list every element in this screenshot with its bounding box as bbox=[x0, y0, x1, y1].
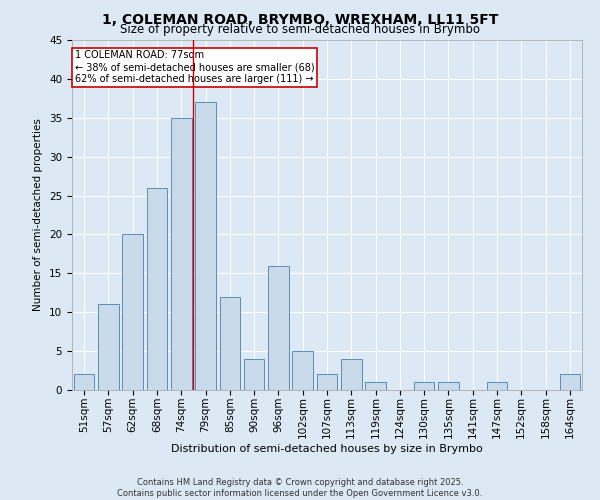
Bar bbox=[292, 351, 313, 390]
Bar bbox=[220, 296, 240, 390]
Bar bbox=[365, 382, 386, 390]
Bar bbox=[487, 382, 508, 390]
Bar bbox=[560, 374, 580, 390]
Bar bbox=[171, 118, 191, 390]
Y-axis label: Number of semi-detached properties: Number of semi-detached properties bbox=[34, 118, 43, 312]
Text: 1, COLEMAN ROAD, BRYMBO, WREXHAM, LL11 5FT: 1, COLEMAN ROAD, BRYMBO, WREXHAM, LL11 5… bbox=[102, 12, 498, 26]
Bar bbox=[74, 374, 94, 390]
Bar bbox=[317, 374, 337, 390]
Text: 1 COLEMAN ROAD: 77sqm
← 38% of semi-detached houses are smaller (68)
62% of semi: 1 COLEMAN ROAD: 77sqm ← 38% of semi-deta… bbox=[74, 50, 314, 84]
Bar bbox=[146, 188, 167, 390]
Bar bbox=[438, 382, 459, 390]
Bar bbox=[98, 304, 119, 390]
Bar bbox=[268, 266, 289, 390]
Text: Size of property relative to semi-detached houses in Brymbo: Size of property relative to semi-detach… bbox=[120, 22, 480, 36]
Bar bbox=[122, 234, 143, 390]
Bar bbox=[244, 359, 265, 390]
Bar bbox=[195, 102, 216, 390]
Text: Contains HM Land Registry data © Crown copyright and database right 2025.
Contai: Contains HM Land Registry data © Crown c… bbox=[118, 478, 482, 498]
Bar bbox=[414, 382, 434, 390]
X-axis label: Distribution of semi-detached houses by size in Brymbo: Distribution of semi-detached houses by … bbox=[171, 444, 483, 454]
Bar bbox=[341, 359, 362, 390]
